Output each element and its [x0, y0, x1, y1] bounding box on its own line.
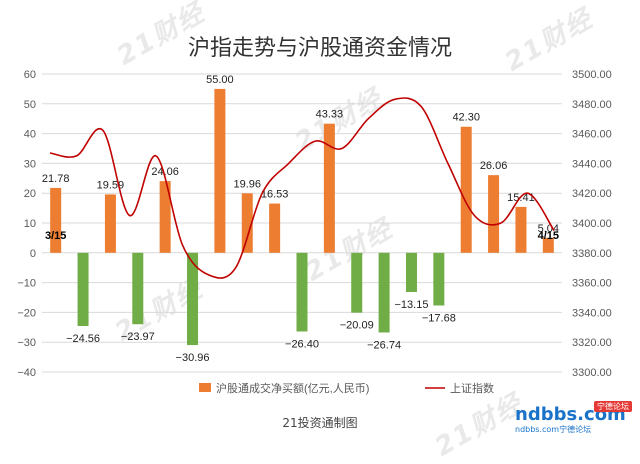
right-tick-label: 3420.00: [572, 188, 612, 200]
bar: [159, 181, 171, 253]
right-tick-label: 3440.00: [572, 158, 612, 170]
bar: [269, 203, 281, 253]
end-date-label: 4/15: [538, 230, 559, 242]
right-axis: 3500.00 3480.00 3460.00 3440.00 3420.00 3400.…: [572, 69, 612, 379]
bar: [378, 252, 390, 333]
bar: [488, 175, 500, 253]
left-tick-label: 30: [24, 158, 36, 170]
bar-value-label: 21.78: [42, 173, 70, 185]
index-line: [49, 97, 555, 279]
right-tick-label: 3300.00: [572, 367, 612, 379]
bar: [515, 206, 527, 253]
bar: [323, 123, 335, 253]
bar: [405, 252, 417, 292]
left-tick-label: 10: [24, 218, 36, 230]
left-tick-label: −30: [17, 337, 36, 349]
chart-title: 沪指走势与沪股通资金情况: [187, 36, 452, 61]
bar-labels: 21.78−24.5619.59−23.9724.06−30.9655.0019…: [42, 74, 559, 364]
right-tick-label: 3500.00: [572, 69, 612, 81]
bar: [77, 252, 89, 326]
legend-line-label: 上证指数: [450, 381, 494, 395]
right-tick-label: 3320.00: [572, 337, 612, 349]
bar-value-label: −24.56: [66, 333, 100, 345]
right-tick-label: 3380.00: [572, 248, 612, 260]
legend: 沪股通成交净买额(亿元,人民币) 上证指数: [199, 381, 494, 395]
start-date-label: 3/15: [45, 230, 66, 242]
right-tick-label: 3360.00: [572, 278, 612, 290]
left-tick-label: −10: [17, 278, 36, 290]
bar: [132, 252, 144, 325]
bar: [187, 252, 199, 346]
bar-value-label: 24.06: [151, 166, 179, 178]
bar-value-label: −26.40: [285, 338, 319, 350]
left-axis: 60 50 40 30 20 10 0 −10 −20 −30 −40: [17, 69, 36, 379]
bar-value-label: 19.96: [233, 178, 261, 190]
chart: 60 50 40 30 20 10 0 −10 −20 −30 −40 3500.00 3480.00…: [17, 69, 612, 395]
bar-value-label: −30.96: [176, 352, 210, 364]
left-tick-label: 60: [24, 69, 36, 81]
right-tick-label: 3400.00: [572, 218, 612, 230]
bar: [214, 88, 226, 253]
bar: [296, 252, 308, 332]
bar-value-label: −23.97: [121, 331, 155, 343]
left-tick-label: −20: [17, 307, 36, 319]
chart-credit: 21投资通制图: [282, 416, 358, 430]
legend-bar-label: 沪股通成交净买额(亿元,人民币): [216, 381, 369, 395]
bar: [104, 194, 116, 253]
bar-value-label: 5.04: [538, 223, 559, 235]
bar-value-label: 55.00: [206, 74, 234, 86]
bar-value-label: 43.33: [316, 109, 344, 121]
left-tick-label: 40: [24, 129, 36, 141]
left-tick-label: 50: [24, 99, 36, 111]
legend-bar-swatch: [199, 383, 211, 392]
bar: [460, 126, 472, 253]
site-logo-sub: ndbbs.com宁德论坛: [515, 425, 592, 434]
site-logo-tag: 宁德论坛: [594, 401, 632, 412]
bar-value-label: −13.15: [394, 299, 428, 311]
bar-value-label: 16.53: [261, 189, 289, 201]
left-tick-label: −40: [17, 367, 36, 379]
bar-value-label: −26.74: [367, 339, 401, 351]
bar: [433, 252, 445, 306]
right-tick-label: 3340.00: [572, 307, 612, 319]
bar: [241, 193, 253, 253]
bar-value-label: 26.06: [480, 160, 508, 172]
left-tick-label: 20: [24, 188, 36, 200]
left-tick-label: 0: [30, 248, 36, 260]
bar-value-label: 42.30: [452, 112, 480, 124]
bar: [542, 237, 554, 253]
right-tick-label: 3460.00: [572, 129, 612, 141]
right-tick-label: 3480.00: [572, 99, 612, 111]
bar-value-label: −17.68: [422, 312, 456, 324]
bar-value-label: −20.09: [340, 320, 374, 332]
bar: [50, 187, 62, 253]
bar-series: [50, 88, 554, 346]
bar: [351, 252, 363, 313]
